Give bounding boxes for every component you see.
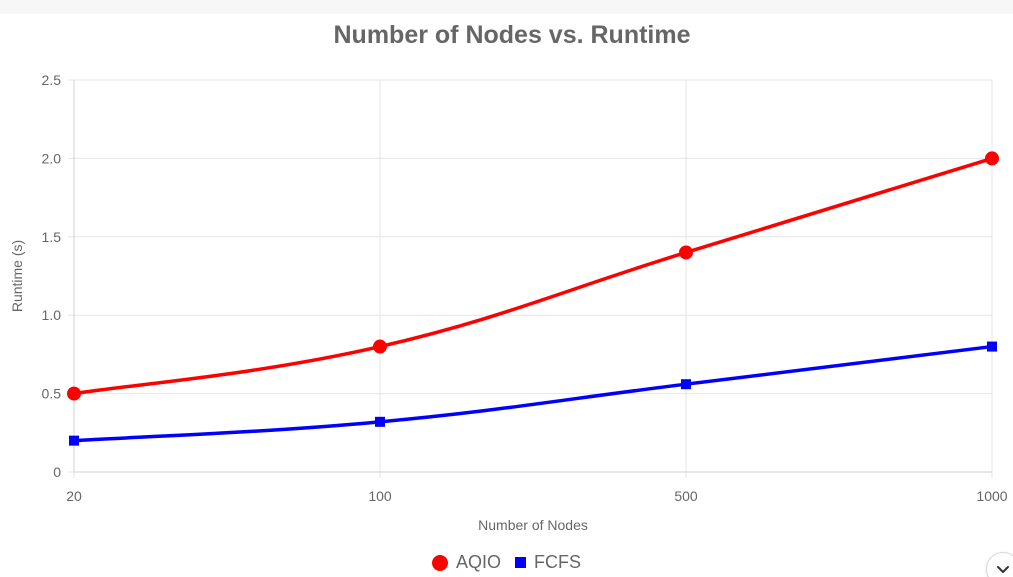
- chevron-down-icon: [997, 566, 1009, 573]
- y-tick-label: 1.0: [42, 307, 62, 323]
- x-tick-label: 500: [674, 488, 698, 504]
- series-line-fcfs: [72, 344, 994, 443]
- axis-layer: 0 0.5 1.0 1.5 2.0 2.5 20 100 500 1000: [42, 72, 1008, 504]
- data-point-fcfs: [987, 341, 997, 352]
- data-point-fcfs: [375, 416, 385, 427]
- legend-swatch-fcfs: [515, 557, 526, 568]
- y-axis-title: Runtime (s): [9, 240, 25, 312]
- chart-title: Number of Nodes vs. Runtime: [334, 21, 691, 49]
- legend-swatch-aqio: [431, 554, 448, 571]
- legend: AQIO FCFS: [0, 552, 1013, 573]
- data-point-aqio: [679, 245, 693, 260]
- x-tick-label: 100: [368, 488, 392, 504]
- y-tick-label: 0.5: [42, 386, 62, 402]
- legend-label-fcfs: FCFS: [534, 552, 581, 572]
- series-line-aqio: [72, 156, 994, 396]
- data-point-fcfs: [69, 435, 79, 446]
- y-tick-label: 2.0: [42, 150, 62, 166]
- data-point-aqio: [373, 339, 387, 354]
- series-layer: [67, 151, 999, 446]
- x-axis-title: Number of Nodes: [478, 517, 588, 533]
- data-point-fcfs: [681, 379, 691, 390]
- legend-label-aqio: AQIO: [455, 552, 501, 572]
- y-tick-label: 0: [53, 464, 61, 480]
- legend-item-fcfs[interactable]: FCFS: [515, 552, 581, 573]
- data-point-aqio: [985, 151, 999, 166]
- x-tick-label: 1000: [976, 488, 1007, 504]
- legend-item-aqio[interactable]: AQIO: [431, 552, 501, 573]
- scroll-down-button[interactable]: [986, 552, 1013, 577]
- x-tick-label: 20: [66, 488, 82, 504]
- data-point-aqio: [67, 386, 81, 401]
- y-tick-label: 2.5: [42, 72, 62, 88]
- y-tick-label: 1.5: [42, 229, 62, 245]
- grid-layer: [68, 79, 993, 478]
- top-strip: [0, 0, 1013, 14]
